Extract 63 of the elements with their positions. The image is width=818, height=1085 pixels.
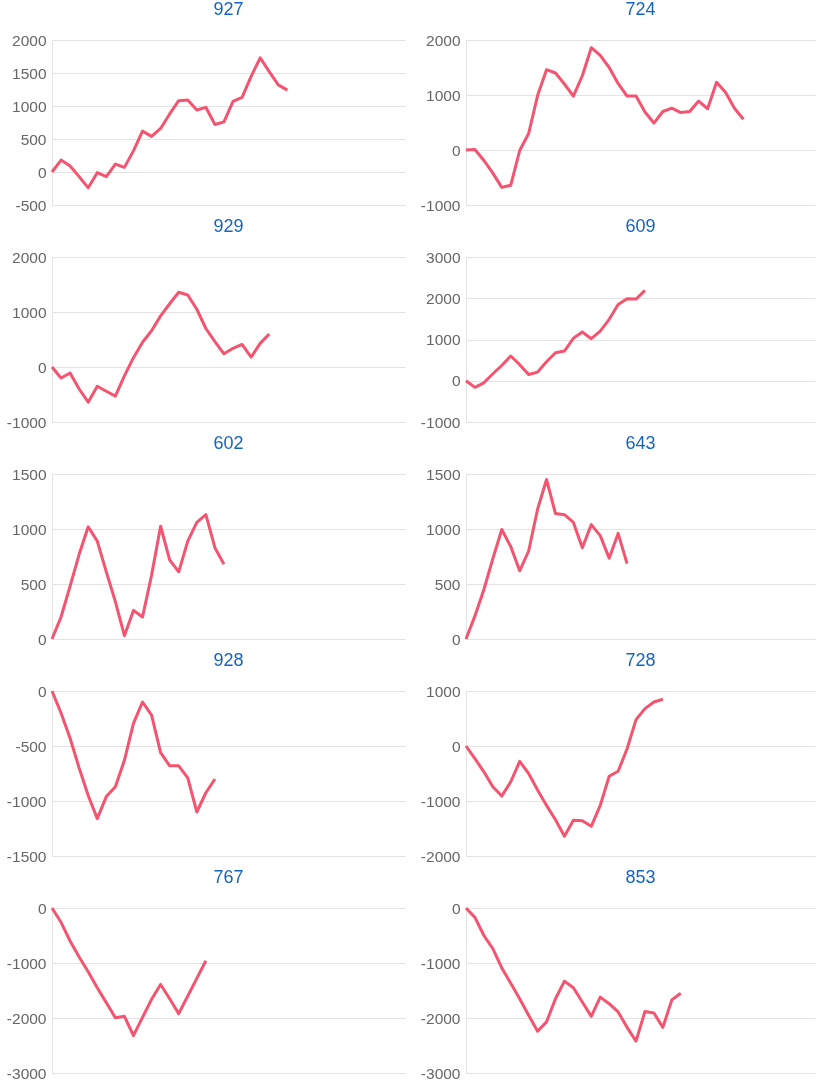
y-tick-label: 500	[20, 575, 47, 593]
y-tick-label: 1000	[426, 682, 461, 700]
y-tick-label: 3000	[426, 248, 461, 266]
line-series	[50, 290, 271, 404]
y-tick-label: -1000	[420, 413, 461, 431]
y-tick-label: 0	[37, 630, 47, 648]
y-tick-label: -1000	[420, 954, 461, 972]
y-tick-label: 1500	[426, 465, 461, 483]
y-tick-label: -500	[15, 737, 47, 755]
chart-title: 767	[213, 867, 244, 887]
y-tick-label: -2000	[420, 1009, 461, 1027]
y-tick-label: -1500	[6, 847, 47, 865]
y-tick-label: 1000	[426, 331, 461, 348]
chart-title: 602	[213, 433, 244, 453]
y-tick-label: -1000	[6, 792, 47, 810]
y-tick-label: 0	[37, 163, 47, 181]
chart-title: 728	[625, 650, 656, 670]
y-tick-label: 1000	[12, 303, 47, 321]
chart-title: 928	[213, 650, 244, 670]
y-tick-label: 1500	[12, 64, 47, 82]
y-tick-label: 0	[37, 682, 47, 700]
y-tick-label: 0	[37, 899, 47, 917]
line-series	[464, 478, 629, 641]
chart-title: 853	[625, 867, 656, 887]
chart-title: 643	[625, 433, 656, 453]
chart-title: 929	[213, 216, 244, 236]
y-tick-label: 2000	[426, 289, 461, 307]
line-series	[50, 56, 289, 190]
chart-title: 609	[625, 216, 656, 236]
y-tick-label: 0	[37, 358, 47, 376]
line-series	[464, 46, 745, 189]
y-tick-label: 2000	[12, 31, 47, 49]
y-tick-label: 1000	[426, 86, 461, 104]
y-tick-label: 0	[451, 630, 461, 648]
chart-title: 927	[213, 0, 244, 19]
y-tick-label: -1000	[420, 792, 461, 810]
line-series	[50, 689, 217, 821]
y-tick-label: 0	[451, 737, 461, 755]
y-tick-label: 500	[434, 575, 461, 593]
line-series	[464, 697, 665, 838]
y-tick-label: -3000	[420, 1064, 461, 1082]
y-tick-label: -2000	[6, 1009, 47, 1027]
y-tick-label: 2000	[12, 248, 47, 266]
line-series	[464, 906, 683, 1043]
y-tick-label: 1000	[426, 520, 461, 538]
y-tick-label: 500	[20, 130, 47, 148]
chart-title: 724	[625, 0, 656, 19]
y-tick-label: 1000	[12, 97, 47, 115]
y-tick-label: 2000	[426, 31, 461, 49]
y-tick-label: 0	[451, 141, 461, 159]
line-series	[50, 513, 226, 641]
y-tick-label: -3000	[6, 1064, 47, 1082]
y-tick-label: 1000	[12, 520, 47, 538]
y-tick-label: -1000	[6, 954, 47, 972]
y-tick-label: -1000	[420, 196, 461, 214]
line-series	[464, 288, 647, 389]
y-tick-label: 0	[451, 372, 461, 390]
y-tick-label: -1000	[6, 413, 47, 431]
line-series	[50, 906, 208, 1038]
y-tick-label: 0	[451, 899, 461, 917]
y-tick-label: -500	[15, 196, 47, 214]
y-tick-label: -2000	[420, 847, 461, 865]
y-tick-label: 1500	[12, 465, 47, 483]
